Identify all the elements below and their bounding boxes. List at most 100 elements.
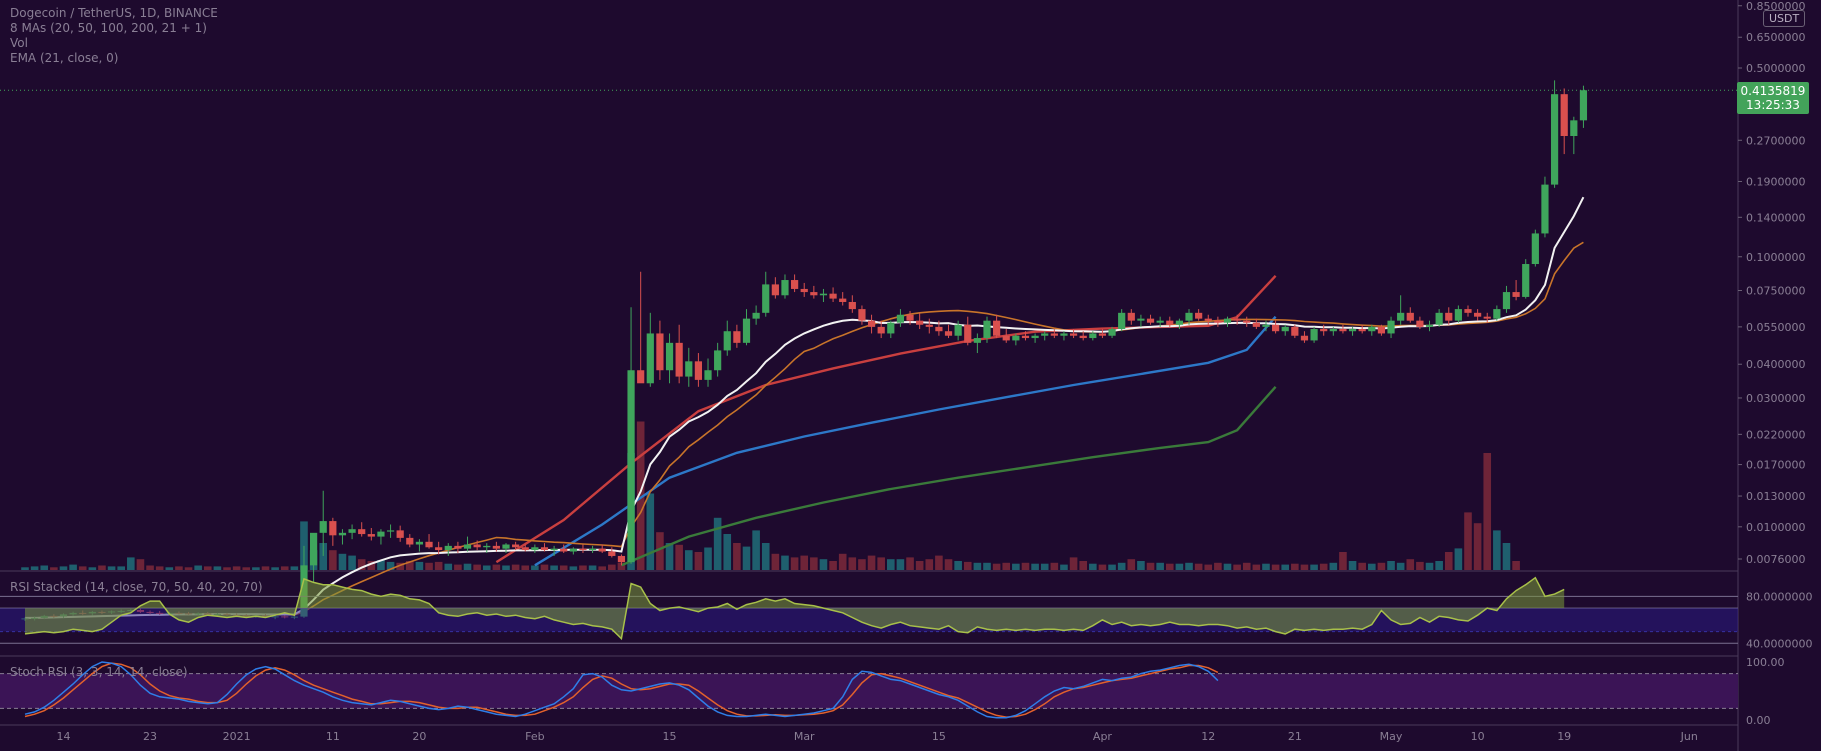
ma-legend-line[interactable]: 8 MAs (20, 50, 100, 200, 21 + 1) — [10, 21, 207, 35]
volume-bar — [733, 543, 741, 570]
time-tick-label: Jun — [1680, 730, 1698, 743]
volume-bar — [608, 564, 616, 570]
volume-bar — [425, 562, 433, 570]
volume-bar — [579, 565, 587, 570]
stoch-pane-label[interactable]: Stoch RSI (3, 3, 14, 14, close) — [10, 665, 188, 679]
candle-body — [1272, 324, 1280, 332]
rsi-pane-label[interactable]: RSI Stacked (14, close, 70, 50, 40, 20, … — [10, 580, 263, 594]
candle-body — [954, 324, 962, 336]
price-tick-label: 0.0170000 — [1746, 459, 1806, 472]
candle-body — [569, 548, 577, 552]
volume-bar — [1435, 561, 1443, 570]
volume-bar — [1300, 564, 1309, 570]
candle-body — [1069, 333, 1078, 336]
candle-body — [935, 326, 943, 332]
volume-bar — [1271, 564, 1280, 570]
volume-bar — [1329, 562, 1338, 570]
candle-body — [550, 548, 558, 551]
volume-bar — [357, 559, 366, 570]
candle-body — [1175, 320, 1183, 325]
volume-bar — [588, 565, 597, 570]
candle-body — [1397, 312, 1405, 321]
candle-body — [1243, 320, 1251, 323]
candle-body — [1358, 329, 1366, 332]
candle-body — [579, 548, 587, 551]
candle-body — [810, 292, 818, 296]
volume-bar — [1444, 552, 1453, 570]
candle-body — [1012, 335, 1020, 341]
volume-bar — [656, 532, 664, 570]
volume-bar — [646, 493, 655, 570]
volume-bar — [1368, 563, 1376, 570]
candle-body — [1541, 184, 1549, 234]
ma200-line — [620, 386, 1277, 567]
volume-bar — [1493, 530, 1501, 570]
volume-bar — [261, 566, 270, 570]
volume-bar — [550, 565, 558, 570]
price-tick-label: 0.6500000 — [1746, 31, 1806, 44]
candle-body — [483, 545, 491, 548]
volume-bar — [877, 557, 885, 570]
candle-body — [887, 322, 895, 334]
price-tick-label: 0.0220000 — [1746, 428, 1806, 441]
volume-bar — [434, 561, 443, 570]
volume-bar — [300, 521, 308, 570]
currency-badge[interactable]: USDT — [1763, 10, 1806, 27]
candle-body — [1089, 333, 1097, 339]
candle-body — [704, 370, 712, 380]
volume-bar — [1396, 562, 1405, 570]
volume-bar — [1031, 563, 1039, 570]
candle-body — [637, 370, 645, 384]
volume-bar — [896, 559, 905, 570]
volume-bar — [1291, 563, 1299, 570]
volume-bar — [1512, 561, 1520, 570]
volume-bar — [21, 567, 29, 570]
time-tick-label: May — [1380, 730, 1403, 743]
ema-legend-line[interactable]: EMA (21, close, 0) — [10, 51, 119, 65]
volume-bar — [1339, 552, 1347, 570]
volume-bar — [1464, 512, 1472, 570]
candle-body — [723, 331, 731, 351]
volume-bar — [1358, 562, 1366, 570]
volume-bar — [992, 563, 1001, 570]
candle-body — [1204, 318, 1212, 321]
candle-body — [1300, 335, 1309, 341]
price-tick-label: 0.5000000 — [1746, 62, 1806, 75]
volume-bar — [415, 561, 424, 570]
candle-body — [463, 544, 472, 549]
volume-bar — [252, 567, 260, 570]
volume-bar — [819, 559, 828, 570]
candle-body — [1435, 312, 1443, 325]
candle-body — [502, 544, 510, 549]
candle-body — [531, 547, 539, 551]
volume-bar — [1185, 562, 1193, 570]
volume-bar — [973, 562, 982, 570]
volume-legend-line[interactable]: Vol — [10, 36, 28, 50]
candle-body — [791, 280, 799, 289]
candle-body — [338, 532, 347, 536]
volume-bar — [925, 559, 934, 570]
volume-bar — [1204, 564, 1213, 570]
candle-body — [608, 551, 616, 556]
candle-body — [1531, 233, 1539, 265]
volume-bar — [127, 557, 135, 570]
bar-countdown: 13:25:33 — [1746, 98, 1800, 112]
symbol-line[interactable]: Dogecoin / TetherUS, 1D, BINANCE — [10, 6, 218, 20]
candle-body — [425, 541, 433, 548]
volume-bar — [88, 567, 97, 570]
rsi-tick-label: 40.0000000 — [1746, 637, 1812, 650]
candle-body — [1416, 320, 1424, 327]
volume-bar — [406, 561, 414, 570]
candle-body — [627, 370, 635, 563]
volume-bar — [40, 565, 49, 570]
candle-body — [1502, 292, 1511, 310]
volume-bar — [1454, 548, 1463, 570]
time-tick-label: 10 — [1471, 730, 1485, 743]
volume-bar — [290, 566, 299, 570]
volume-bar — [1406, 559, 1415, 570]
candle-body — [1262, 324, 1270, 327]
time-tick-label: 14 — [56, 730, 70, 743]
candle-body — [916, 320, 924, 325]
